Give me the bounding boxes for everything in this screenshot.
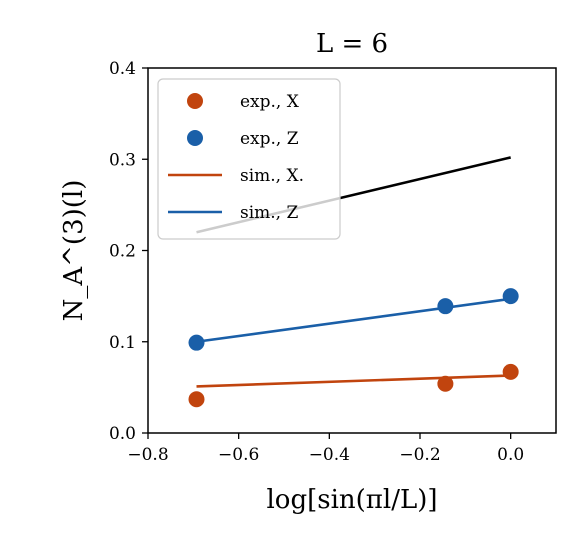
- y-tick-label: 0.4: [109, 59, 136, 79]
- x-tick-label: −0.4: [309, 445, 350, 465]
- data-point-s0-0: [188, 391, 205, 408]
- chart-title: L = 6: [316, 29, 388, 59]
- y-tick-label: 0.2: [109, 242, 136, 262]
- y-axis-label: N_A^(3)(l): [59, 180, 89, 322]
- y-tick-label: 0.1: [109, 333, 136, 353]
- legend-marker-1: [187, 130, 203, 146]
- series-line-3: [196, 297, 511, 344]
- legend-label-2: sim., X.: [240, 166, 304, 186]
- x-tick-label: −0.2: [399, 445, 440, 465]
- data-point-s1-2: [502, 288, 519, 305]
- x-tick-label: −0.6: [218, 445, 259, 465]
- x-tick-label: 0.0: [497, 445, 524, 465]
- legend-label-0: exp., X: [240, 92, 300, 112]
- series-line-2: [196, 374, 511, 388]
- legend-label-1: exp., Z: [240, 129, 299, 149]
- legend-label-3: sim., Z: [240, 203, 298, 223]
- x-axis-label: log[sin(πl/L)]: [266, 485, 437, 515]
- ticks-layer: −0.8 −0.6 −0.4 −0.2 0.0 0.0 0.1 0.2 0.3 0.4: [109, 59, 524, 465]
- y-tick-label: 0.3: [109, 150, 136, 170]
- data-point-s1-0: [188, 334, 205, 351]
- legend-marker-0: [187, 93, 203, 109]
- data-point-s1-1: [437, 298, 454, 315]
- legend: exp., X exp., Z sim., X. sim., Z: [157, 78, 341, 240]
- x-tick-label: −0.8: [127, 445, 168, 465]
- legend-box: [157, 78, 341, 240]
- data-point-s0-1: [437, 375, 454, 392]
- y-tick-label: 0.0: [109, 424, 136, 444]
- data-point-s0-2: [502, 363, 519, 380]
